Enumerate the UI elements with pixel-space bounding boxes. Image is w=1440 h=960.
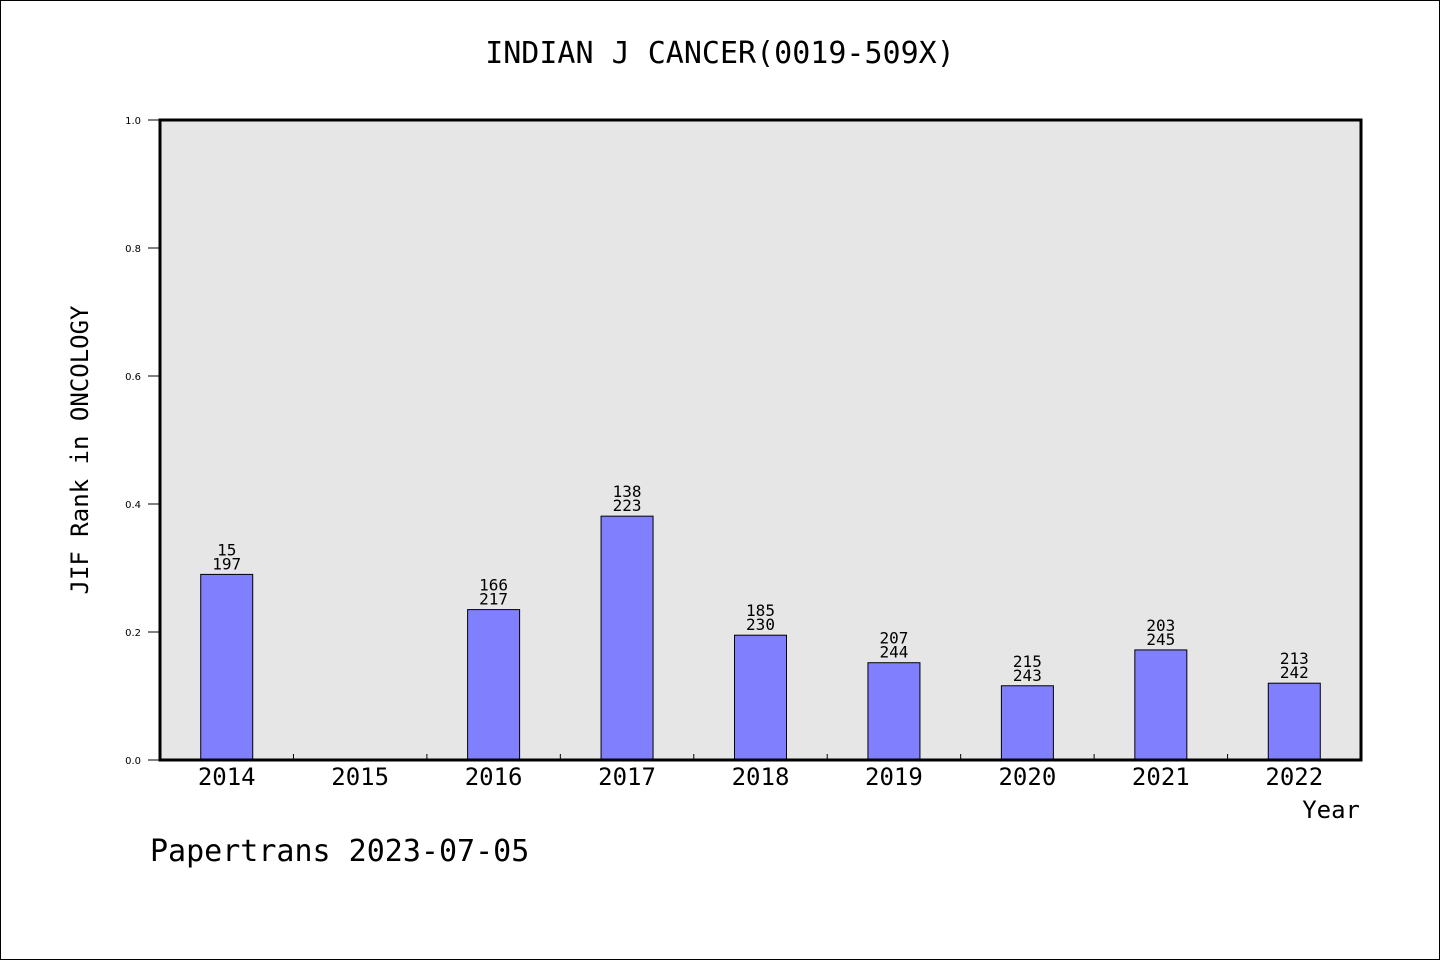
y-tick-label: 0.2 [125,628,141,639]
bar-2019 [867,662,921,761]
x-tick-label: 2019 [865,763,923,791]
bar-rank-label: 15 [217,540,236,559]
bar-2016 [467,609,521,761]
bar-total-label: 243 [1013,666,1042,685]
x-axis-label: Year [1302,796,1360,824]
y-tick-label: 1.0 [125,116,141,127]
bar-total-label: 217 [479,590,508,609]
x-tick-label: 2021 [1132,763,1190,791]
bar-2020 [1000,685,1054,761]
bar-total-label: 223 [613,496,642,515]
y-tick-label: 0.0 [125,756,141,767]
bar-rank-label: 215 [1013,652,1042,671]
x-tick-label: 2020 [998,763,1056,791]
bar-2018 [734,634,787,761]
bar-rank-label: 207 [879,629,908,648]
plot-border [158,118,1363,762]
y-tick-label: 0.8 [125,244,141,255]
bar-2021 [1134,649,1188,761]
bar-rank-label: 203 [1146,616,1175,635]
bar-rank-label: 166 [479,576,508,595]
x-tick-label: 2017 [598,763,656,791]
y-tick-label: 0.6 [125,372,141,383]
x-tick-label: 2014 [198,763,256,791]
x-tick-label: 2018 [732,763,790,791]
bar-2022 [1267,682,1321,761]
footer-note: Papertrans 2023-07-05 [150,834,530,869]
x-tick-label: 2022 [1265,763,1323,791]
bar-total-label: 245 [1146,630,1175,649]
bar-total-label: 242 [1280,663,1309,682]
bar-rank-label: 213 [1280,649,1309,668]
bar-2017 [600,515,654,761]
bar-rank-label: 138 [613,482,642,501]
y-tick-label: 0.4 [125,500,141,511]
bar-total-label: 230 [746,615,775,634]
bar-rank-label: 185 [746,601,775,620]
bar-total-label: 244 [879,643,908,662]
bar-2014 [200,573,254,761]
bar-total-label: 197 [212,554,241,573]
chart-title: INDIAN J CANCER(0019-509X) [485,36,955,71]
x-tick-label: 2016 [465,763,523,791]
x-tick-label: 2015 [331,763,389,791]
